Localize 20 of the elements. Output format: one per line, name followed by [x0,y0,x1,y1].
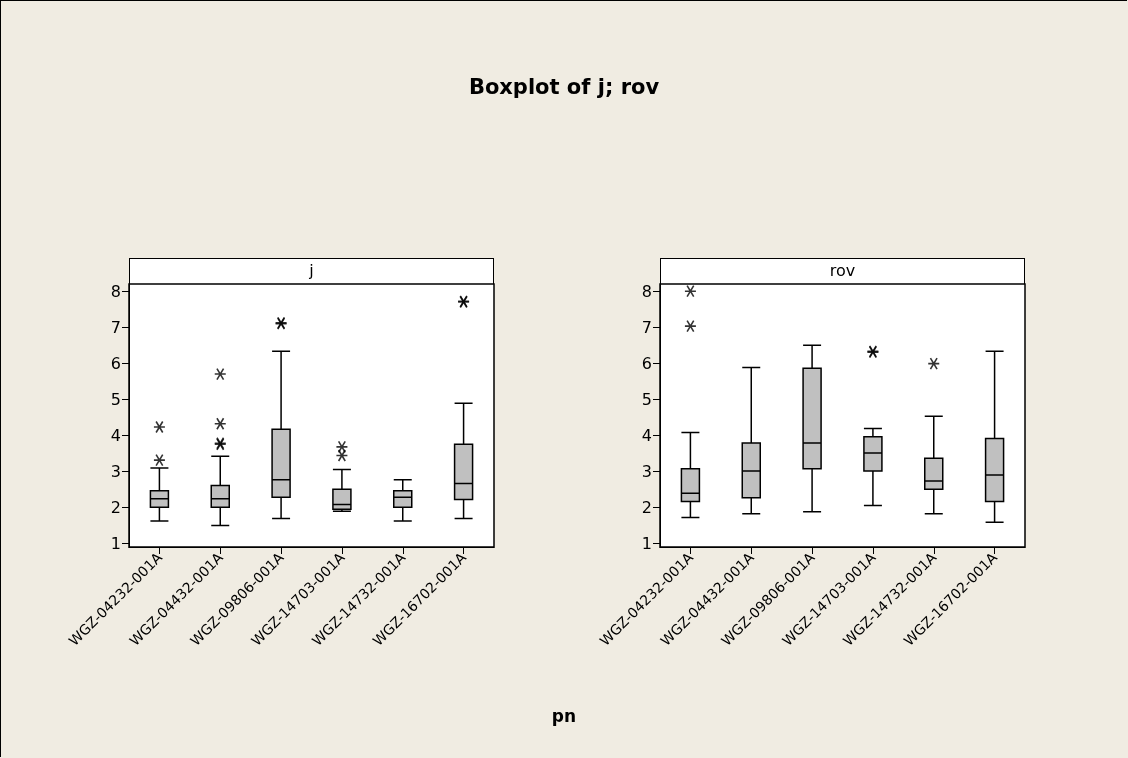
y-tick-label: 3 [110,461,121,481]
x-axis-title: pn [550,706,578,726]
y-tick-label: 7 [110,317,121,337]
y-tick-label: 4 [641,425,652,445]
y-tick-label: 2 [110,497,121,517]
y-tick-label: 3 [641,461,652,481]
y-tick-label: 1 [110,533,121,553]
y-tick-label: 4 [110,425,121,445]
y-tick-label: 5 [641,389,652,409]
y-tick-label: 2 [641,497,652,517]
y-tick-label: 8 [641,281,652,301]
y-tick-label: 1 [641,533,652,553]
chart-subtitle: rov [660,258,1025,285]
chart-subtitle: j [129,258,494,285]
y-tick-label: 6 [641,353,652,373]
y-tick-label: 7 [641,317,652,337]
text: Boxplot of j; rov [467,75,661,99]
y-tick-label: 6 [110,353,121,373]
y-tick-label: 8 [110,281,121,301]
y-tick-label: 5 [110,389,121,409]
